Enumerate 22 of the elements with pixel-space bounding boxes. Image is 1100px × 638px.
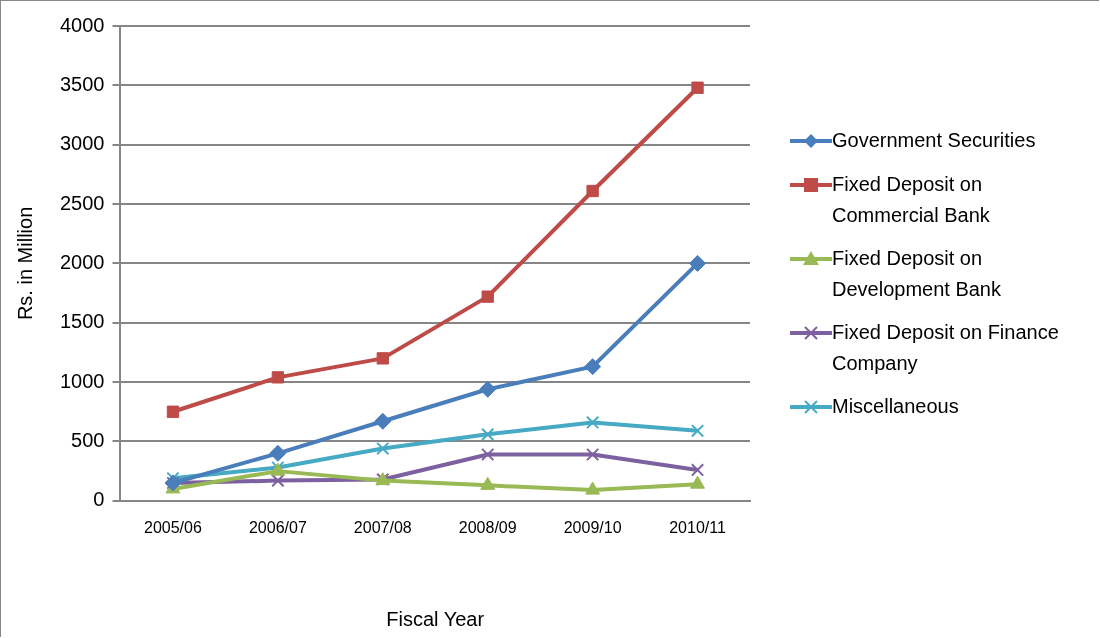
y-tick-label: 500 [71,428,105,451]
y-tick-label: 1000 [59,369,105,392]
x-tick-label: 2005/06 [144,518,202,536]
x-tick-label: 2008/09 [458,518,517,536]
y-tick-label: 4000 [59,13,105,36]
x-axis-title: Fiscal Year [386,607,485,630]
y-tick-label: 1500 [59,310,105,333]
y-tick-label: 2500 [59,191,105,214]
legend-label: Fixed Deposit on Finance Company [832,320,1060,376]
x-tick-label: 2009/10 [563,518,622,536]
legend-label: Fixed Deposit on Commercial Bank [832,172,991,228]
y-tick-label: 0 [93,488,105,511]
y-tick-label: 3500 [59,72,105,95]
x-tick-label: 2010/11 [669,518,726,536]
x-tick-label: 2007/08 [353,518,412,536]
legend-label: Fixed Deposit on Development Bank [832,246,1002,302]
legend-label: Government Securities [832,128,1036,153]
y-axis-title: Rs. in Million [13,206,36,321]
legend-label: Miscellaneous [832,394,959,419]
x-tick-label: 2006/07 [248,518,307,536]
y-tick-label: 2000 [59,250,105,273]
y-tick-label: 3000 [59,132,105,155]
